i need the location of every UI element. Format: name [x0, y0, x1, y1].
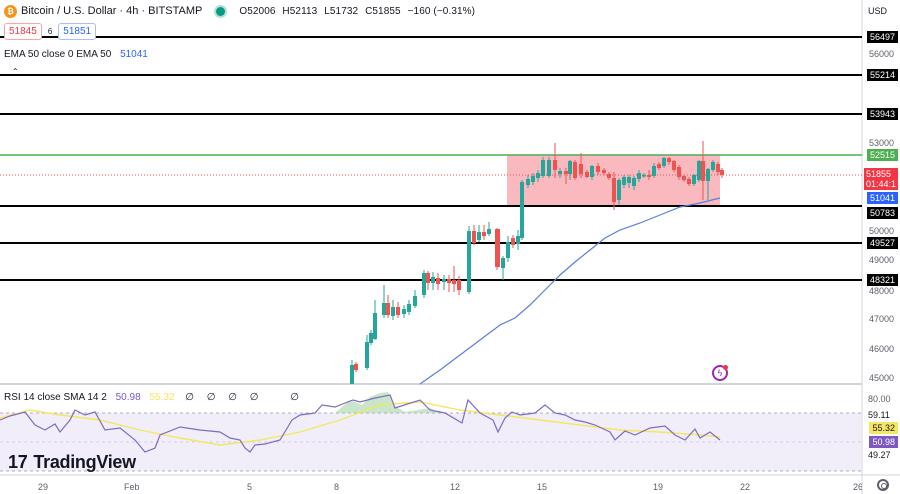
market-status-icon: [216, 6, 226, 16]
ohlc-high: H52113: [282, 5, 318, 17]
rsi-overbought-fill: [335, 392, 440, 413]
current-price-tag: 51855 01:44:1: [863, 168, 898, 190]
collapse-legend-icon[interactable]: ⌃: [12, 67, 19, 76]
rsi-legend-value: 50.98: [115, 392, 141, 403]
currency-label[interactable]: USD: [868, 6, 888, 16]
rsi-sma-legend-value: 55.32: [149, 392, 175, 403]
rsi-legend-label: RSI 14 close SMA 14 2: [4, 392, 107, 403]
ohlc-values: O52006 H52113 L51732 C51855 −160 (−0.31%…: [239, 6, 479, 17]
rsi-sma-line: [0, 401, 721, 446]
time-tick: 5: [247, 482, 253, 492]
level-tag-48321: 48321: [866, 274, 898, 286]
ema-legend-value: 51041: [120, 49, 148, 60]
time-tick: Feb: [124, 482, 140, 492]
rsi-legend[interactable]: RSI 14 close SMA 14 2 50.98 55.32 ∅ ∅ ∅ …: [4, 392, 299, 403]
time-tick: 12: [450, 482, 461, 492]
flash-alert-icon[interactable]: ϟ: [712, 365, 728, 381]
level-tag-49527: 49527: [866, 237, 898, 249]
rsi-band: [0, 413, 862, 471]
time-tick: 8: [334, 482, 340, 492]
price-tick: 49000: [869, 255, 895, 265]
symbol-title[interactable]: Bitcoin / U.S. Dollar · 4h · BITSTAMP: [21, 5, 203, 17]
tradingview-logo[interactable]: 17 TradingView: [8, 452, 136, 473]
rsi-tick: 49.27: [868, 450, 891, 460]
time-tick: 15: [537, 482, 548, 492]
spread-value: 6: [47, 27, 53, 36]
ema-legend[interactable]: EMA 50 close 0 EMA 50 51041: [4, 49, 148, 60]
tradingview-mark-icon: 17: [8, 452, 28, 472]
bid-ask-panel: 51845 6 51851: [4, 23, 97, 40]
time-tick: 26: [853, 482, 862, 492]
rsi-empty-value: ∅: [290, 392, 299, 403]
price-tick: 56000: [869, 49, 895, 59]
level-tag-53943: 53943: [866, 108, 898, 120]
time-tick: 19: [653, 482, 664, 492]
ohlc-change: −160 (−0.31%): [407, 5, 476, 17]
rsi-value-tag: 50.98: [869, 436, 898, 448]
rsi-line: [0, 394, 721, 453]
price-tick: 53000: [869, 138, 895, 148]
ema-value-tag: 51041: [866, 192, 898, 204]
price-tick: 47000: [869, 314, 895, 324]
tradingview-wordmark: TradingView: [33, 452, 136, 472]
rsi-sma-tag: 55.32: [869, 422, 898, 434]
price-tick: 48000: [869, 286, 895, 296]
symbol-header: ₿ Bitcoin / U.S. Dollar · 4h · BITSTAMP …: [4, 3, 479, 19]
sell-button[interactable]: 51845: [4, 23, 42, 40]
current-price-value: 51855: [865, 169, 891, 179]
price-tick: 50000: [869, 226, 895, 236]
rsi-tick: 59.11: [868, 410, 890, 420]
ohlc-open: O52006: [239, 5, 276, 17]
level-tag-56497: 56497: [866, 31, 898, 43]
level-tag-55214: 55214: [866, 69, 898, 81]
bar-countdown: 01:44:1: [865, 179, 896, 189]
level-tag-52515: 52515: [866, 149, 898, 161]
price-tick: 46000: [869, 344, 895, 354]
ema-legend-label: EMA 50 close 0 EMA 50: [4, 49, 112, 60]
time-tick: 22: [740, 482, 751, 492]
buy-button[interactable]: 51851: [58, 23, 97, 40]
ema-50-line: [419, 197, 721, 385]
rsi-tick: 80.00: [868, 394, 891, 404]
bitcoin-icon: ₿: [4, 4, 17, 18]
settings-gear-icon[interactable]: [877, 479, 889, 491]
candlesticks: [350, 141, 724, 384]
ohlc-low: L51732: [324, 5, 359, 17]
rsi-empty-values: ∅ ∅ ∅ ∅: [185, 392, 264, 403]
price-tick: 45000: [869, 373, 895, 383]
ohlc-close: C51855: [365, 5, 401, 17]
time-tick: 29: [38, 482, 49, 492]
level-tag-50783: 50783: [866, 207, 898, 219]
